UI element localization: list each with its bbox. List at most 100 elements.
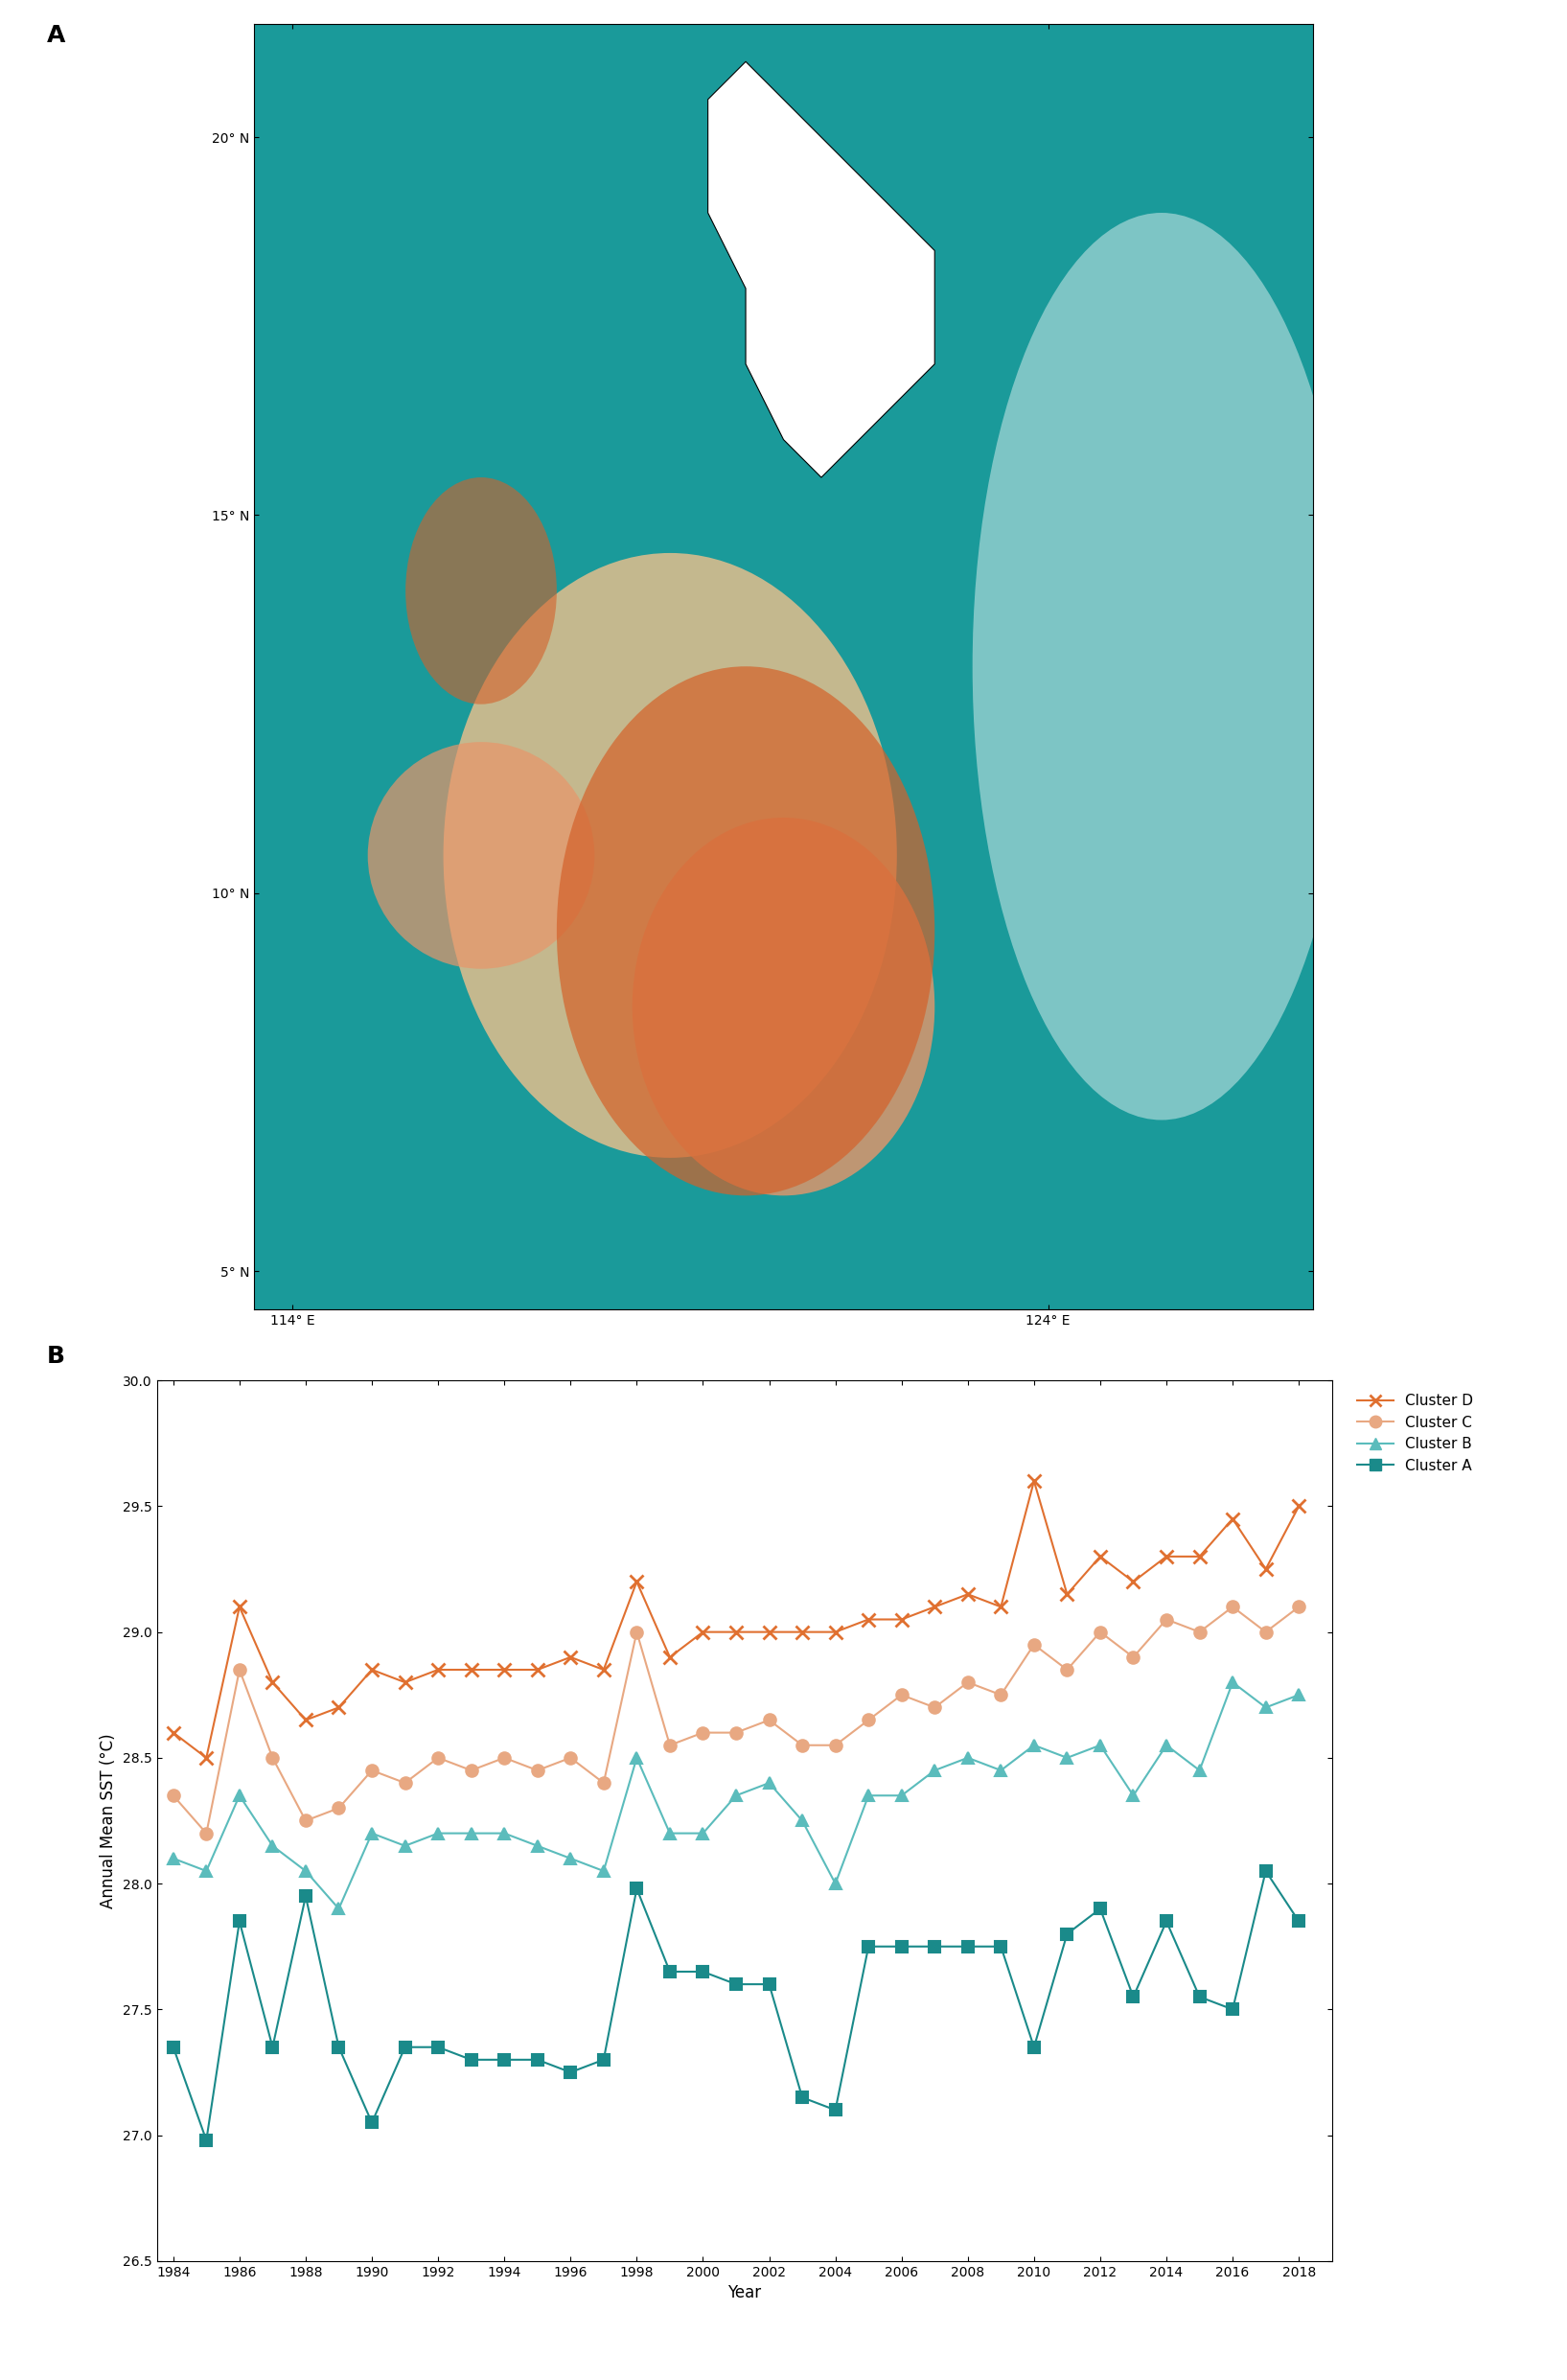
Ellipse shape bbox=[556, 666, 934, 1195]
Cluster C bbox=[1091, 1618, 1109, 1647]
Cluster A bbox=[1058, 1921, 1077, 1949]
Cluster D bbox=[561, 1642, 580, 1671]
Cluster B bbox=[263, 1833, 282, 1861]
Ellipse shape bbox=[406, 478, 556, 704]
Cluster A bbox=[263, 2033, 282, 2061]
Cluster A bbox=[329, 2033, 348, 2061]
Cluster A bbox=[594, 2044, 613, 2073]
Cluster D bbox=[362, 1656, 381, 1685]
Cluster D bbox=[329, 1692, 348, 1721]
Cluster B bbox=[1290, 1680, 1308, 1709]
Ellipse shape bbox=[633, 819, 934, 1195]
Cluster B bbox=[362, 1818, 381, 1847]
Cluster C bbox=[627, 1618, 646, 1647]
Cluster D bbox=[892, 1604, 910, 1633]
Cluster C bbox=[528, 1756, 547, 1785]
Cluster C bbox=[329, 1795, 348, 1823]
Cluster A bbox=[230, 1906, 249, 1935]
Line: Cluster B: Cluster B bbox=[168, 1676, 1305, 1916]
Text: B: B bbox=[47, 1345, 66, 1368]
Cluster A bbox=[959, 1933, 978, 1961]
Cluster C bbox=[561, 1745, 580, 1773]
Cluster C bbox=[230, 1656, 249, 1685]
Cluster C bbox=[165, 1780, 183, 1809]
Cluster C bbox=[925, 1692, 943, 1721]
Cluster A bbox=[992, 1933, 1011, 1961]
Cluster C bbox=[1257, 1618, 1276, 1647]
Cluster D bbox=[197, 1745, 216, 1773]
Cluster A bbox=[1091, 1894, 1109, 1923]
Cluster B bbox=[462, 1818, 481, 1847]
Cluster D bbox=[760, 1618, 779, 1647]
Cluster A bbox=[694, 1956, 713, 1985]
Cluster A bbox=[892, 1933, 910, 1961]
Cluster A bbox=[561, 2059, 580, 2087]
Cluster A bbox=[1224, 1994, 1243, 2023]
Cluster B bbox=[1025, 1730, 1044, 1759]
Cluster C bbox=[959, 1668, 978, 1697]
Cluster B bbox=[859, 1780, 878, 1809]
Cluster D bbox=[1124, 1568, 1142, 1597]
Cluster C bbox=[263, 1745, 282, 1773]
Cluster A bbox=[296, 1883, 315, 1911]
Cluster A bbox=[1124, 1983, 1142, 2011]
Cluster C bbox=[992, 1680, 1011, 1709]
Cluster C bbox=[1124, 1642, 1142, 1671]
Cluster C bbox=[892, 1680, 910, 1709]
Cluster D bbox=[296, 1706, 315, 1735]
Cluster C bbox=[362, 1756, 381, 1785]
Cluster D bbox=[627, 1568, 646, 1597]
Cluster B bbox=[1257, 1692, 1276, 1721]
Cluster C bbox=[395, 1768, 414, 1797]
Cluster D bbox=[925, 1592, 943, 1621]
Cluster D bbox=[395, 1668, 414, 1697]
Polygon shape bbox=[708, 62, 934, 478]
Cluster B bbox=[760, 1768, 779, 1797]
Cluster A bbox=[760, 1971, 779, 1999]
Cluster D bbox=[959, 1580, 978, 1609]
Cluster D bbox=[1156, 1542, 1175, 1571]
Cluster B bbox=[395, 1833, 414, 1861]
Cluster D bbox=[263, 1668, 282, 1697]
Cluster C bbox=[660, 1730, 679, 1759]
Cluster D bbox=[528, 1656, 547, 1685]
Cluster C bbox=[1290, 1592, 1308, 1621]
Cluster B bbox=[959, 1745, 978, 1773]
Cluster B bbox=[1124, 1780, 1142, 1809]
Cluster C bbox=[727, 1718, 746, 1747]
Cluster B bbox=[727, 1780, 746, 1809]
Cluster B bbox=[165, 1844, 183, 1873]
Cluster B bbox=[992, 1756, 1011, 1785]
Cluster A bbox=[165, 2033, 183, 2061]
Cluster A bbox=[197, 2125, 216, 2154]
Cluster A bbox=[1290, 1906, 1308, 1935]
Cluster C bbox=[296, 1806, 315, 1835]
Cluster A bbox=[1025, 2033, 1044, 2061]
Cluster B bbox=[1156, 1730, 1175, 1759]
Cluster B bbox=[694, 1818, 713, 1847]
Cluster C bbox=[1025, 1630, 1044, 1659]
Cluster C bbox=[1189, 1618, 1208, 1647]
Line: Cluster A: Cluster A bbox=[168, 1866, 1305, 2147]
Cluster D bbox=[992, 1592, 1011, 1621]
Cluster B bbox=[892, 1780, 910, 1809]
Cluster D bbox=[230, 1592, 249, 1621]
Text: A: A bbox=[47, 24, 66, 48]
Cluster B bbox=[925, 1756, 943, 1785]
Cluster C bbox=[197, 1818, 216, 1847]
Cluster A bbox=[660, 1956, 679, 1985]
Cluster C bbox=[859, 1706, 878, 1735]
Ellipse shape bbox=[443, 552, 896, 1157]
Cluster A bbox=[362, 2109, 381, 2137]
Cluster C bbox=[1058, 1656, 1077, 1685]
Cluster D bbox=[429, 1656, 448, 1685]
Cluster D bbox=[165, 1718, 183, 1747]
Cluster C bbox=[1224, 1592, 1243, 1621]
Cluster D bbox=[694, 1618, 713, 1647]
Cluster D bbox=[826, 1618, 845, 1647]
Cluster B bbox=[429, 1818, 448, 1847]
Cluster C bbox=[760, 1706, 779, 1735]
Cluster B bbox=[561, 1844, 580, 1873]
Cluster C bbox=[694, 1718, 713, 1747]
Cluster C bbox=[826, 1730, 845, 1759]
